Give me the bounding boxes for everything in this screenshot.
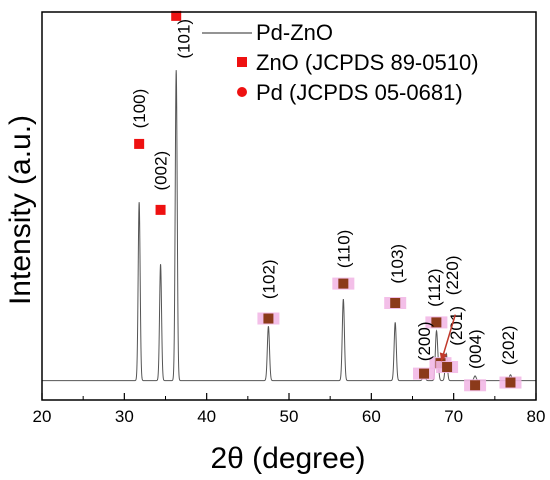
peak-label: (103) <box>388 244 407 284</box>
peak-label: (110) <box>334 230 353 268</box>
legend-label: Pd-ZnO <box>256 20 333 45</box>
marker-square <box>431 317 442 328</box>
legend-square-swatch <box>237 57 247 67</box>
annotation-arrow-head <box>439 352 448 362</box>
marker-square <box>505 377 516 388</box>
x-tick-label: 70 <box>444 407 463 426</box>
x-axis-title: 2θ (degree) <box>210 442 365 475</box>
peak-label: (200) <box>415 322 434 362</box>
marker-square <box>171 10 182 21</box>
x-tick-label: 20 <box>33 407 52 426</box>
marker-square <box>263 313 274 324</box>
marker-square <box>470 380 481 391</box>
peak-label: (102) <box>259 259 278 299</box>
legend-label: ZnO (JCPDS 89-0510) <box>256 50 479 75</box>
peak-label: (202) <box>499 325 518 365</box>
peak-label: (112) <box>425 268 444 306</box>
marker-square <box>390 298 401 308</box>
x-tick-label: 40 <box>197 407 216 426</box>
peak-label: (101) <box>175 19 194 59</box>
peak-label: (220) <box>443 256 462 296</box>
marker-square <box>338 278 349 289</box>
x-tick-label: 80 <box>527 407 546 426</box>
peak-label: (002) <box>152 151 171 191</box>
marker-square <box>134 138 145 149</box>
x-tick-label: 30 <box>115 407 134 426</box>
annotation-arrow-shaft <box>440 314 457 362</box>
x-tick-label: 60 <box>362 407 381 426</box>
marker-square <box>155 204 166 215</box>
peak-label: (004) <box>466 329 485 369</box>
x-tick-label: 50 <box>280 407 299 426</box>
series-line-0 <box>42 70 536 382</box>
peak-label: (201) <box>447 306 466 346</box>
legend-circle-swatch <box>237 87 247 97</box>
marker-square <box>419 368 430 379</box>
y-axis-title: Intensity (a.u.) <box>4 115 37 305</box>
peak-label: (100) <box>130 89 149 129</box>
legend-label: Pd (JCPDS 05-0681) <box>256 80 463 105</box>
marker-square <box>442 362 453 373</box>
